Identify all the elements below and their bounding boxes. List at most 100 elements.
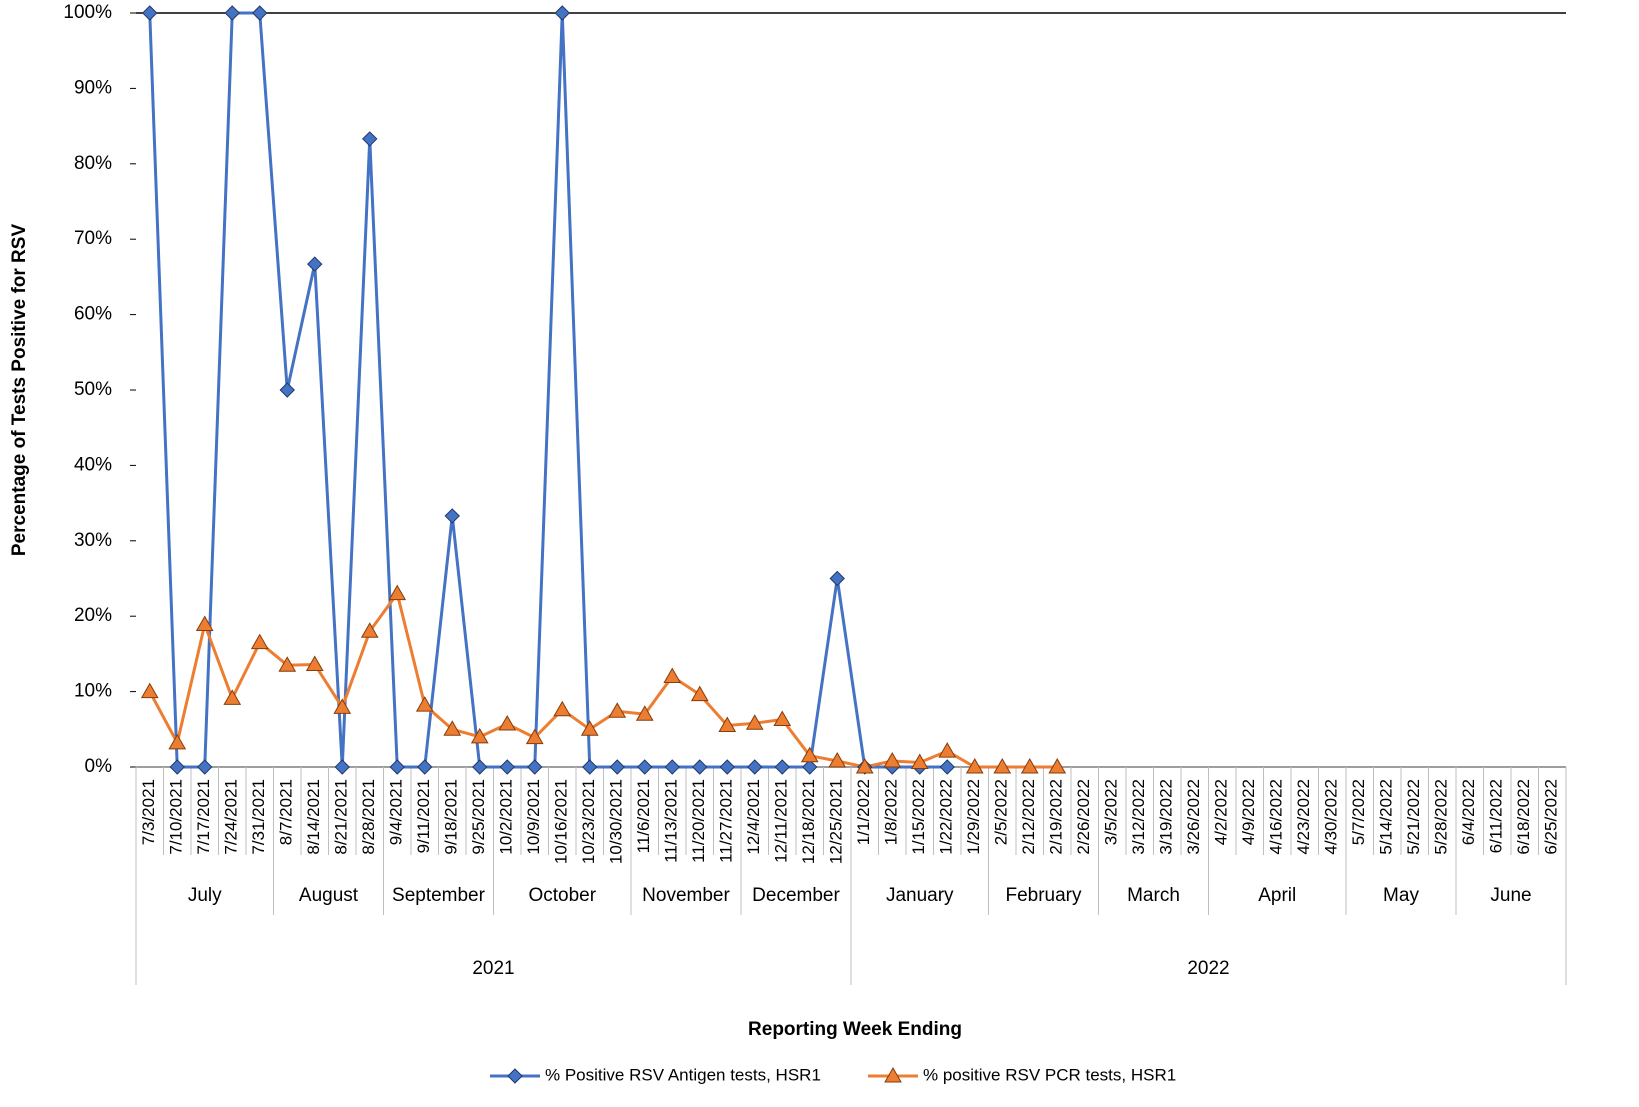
data-point [279,382,295,398]
series-line [148,11,948,769]
data-point [334,759,350,775]
data-point [719,759,735,775]
y-tick-label: 50% [74,379,112,400]
month-label: May [1383,885,1419,906]
y-tick-label: 90% [74,77,112,98]
x-tick-label: 4/16/2022 [1267,779,1286,855]
series-line [148,592,1058,769]
x-tick-label: 6/4/2022 [1459,779,1478,845]
data-point [360,622,379,638]
y-axis-title: Percentage of Tests Positive for RSV [9,224,30,557]
x-tick-label: 10/23/2021 [579,779,598,864]
x-tick-label: 12/18/2021 [799,779,818,864]
legend-label: % Positive RSV Antigen tests, HSR1 [545,1065,821,1084]
month-label: October [528,885,596,906]
data-point [829,570,845,587]
data-point [855,757,874,774]
x-tick-label: 8/14/2021 [304,779,323,855]
data-point [169,759,185,775]
x-tick-label: 11/20/2021 [689,779,708,863]
data-point [417,759,433,775]
x-tick-label: 9/18/2021 [442,779,461,855]
x-tick-label: 9/4/2021 [387,779,406,845]
data-point [525,728,544,745]
x-tick-label: 5/14/2022 [1377,779,1396,855]
x-tick-label: 2/12/2022 [1019,779,1038,855]
data-point [554,5,570,21]
data-point [195,615,214,631]
x-tick-label: 2/19/2022 [1047,779,1066,855]
x-tick-label: 3/26/2022 [1184,779,1203,855]
x-tick-label: 11/6/2021 [634,779,653,853]
data-point [635,705,654,721]
year-label: 2022 [1187,958,1229,979]
data-point [553,700,572,717]
x-tick-label: 11/27/2021 [717,779,736,863]
y-tick-label: 40% [74,454,112,475]
data-point [609,759,625,775]
x-tick-label: 8/7/2021 [277,779,296,845]
data-point [773,710,792,726]
data-point [774,759,790,775]
x-tick-label: 6/25/2022 [1542,779,1561,855]
y-tick-label: 100% [63,2,112,23]
data-point [690,685,709,702]
y-tick-label: 80% [74,153,112,174]
data-point [499,759,515,775]
data-point [168,733,187,750]
y-tick-label: 0% [85,756,113,777]
data-point [692,759,708,775]
x-tick-label: 2/5/2022 [992,779,1011,845]
x-tick-label: 10/16/2021 [552,779,571,864]
x-tick-label: 7/3/2021 [139,779,158,845]
data-point [965,757,984,774]
x-tick-label: 3/19/2022 [1157,779,1176,855]
x-tick-label: 12/25/2021 [827,779,846,864]
x-tick-label: 4/9/2022 [1239,779,1258,845]
data-point [883,751,902,768]
x-tick-label: 11/13/2021 [662,779,681,863]
x-tick-label: 1/8/2022 [882,779,901,845]
x-tick-label: 8/21/2021 [332,779,351,855]
data-point [718,716,737,733]
x-tick-label: 10/30/2021 [607,779,626,864]
y-tick-label: 30% [74,530,112,551]
x-tick-label: 8/28/2021 [359,779,378,855]
data-point [307,256,323,272]
x-tick-label: 6/11/2022 [1487,779,1506,853]
data-point [388,584,407,601]
data-point [527,759,543,775]
data-point [1020,757,1039,774]
x-tick-label: 1/15/2022 [909,779,928,855]
month-label: September [392,885,486,906]
x-tick-label: 7/31/2021 [249,779,268,855]
x-tick-label: 7/10/2021 [167,779,186,855]
data-point [443,720,462,736]
year-label: 2021 [472,958,514,979]
x-tick-label: 2/26/2022 [1074,779,1093,855]
x-tick-label: 12/4/2021 [744,779,763,855]
x-tick-label: 3/5/2022 [1102,779,1121,845]
data-point [802,759,818,775]
data-point [470,727,489,744]
x-tick-label: 5/7/2022 [1349,779,1368,845]
month-label: June [1490,885,1531,906]
x-tick-label: 7/17/2021 [194,779,213,855]
data-point [663,667,682,684]
data-point [389,759,405,775]
y-tick-label: 20% [74,605,112,626]
x-tick-label: 7/24/2021 [222,779,241,855]
month-label: January [886,885,954,906]
month-label: August [299,885,359,906]
x-tick-label: 5/21/2022 [1404,779,1423,855]
data-point [444,508,460,524]
data-point [1048,757,1067,774]
data-point [608,702,627,718]
data-point [197,759,213,775]
x-tick-label: 5/28/2022 [1432,779,1451,855]
data-point [938,742,957,758]
legend-label: % positive RSV PCR tests, HSR1 [923,1065,1176,1084]
y-tick-label: 60% [74,304,112,325]
x-tick-label: 1/1/2022 [854,779,873,845]
